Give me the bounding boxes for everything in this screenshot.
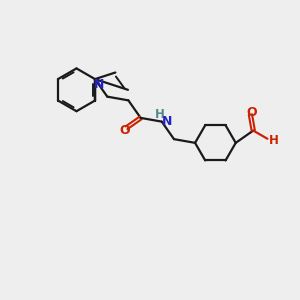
Text: O: O [120, 124, 130, 137]
Text: N: N [93, 78, 104, 91]
Text: H: H [155, 108, 165, 121]
Text: N: N [162, 115, 172, 128]
Text: H: H [269, 134, 279, 147]
Text: O: O [247, 106, 257, 118]
